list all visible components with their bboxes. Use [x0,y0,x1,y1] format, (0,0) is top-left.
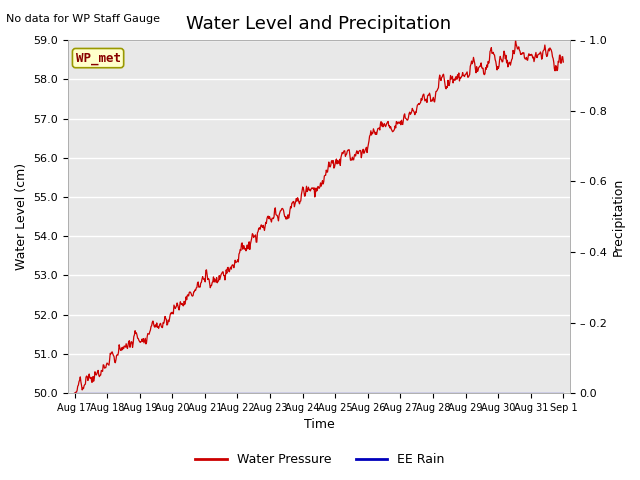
Y-axis label: Precipitation: Precipitation [612,178,625,256]
Text: WP_met: WP_met [76,52,120,65]
Legend: Water Pressure, EE Rain: Water Pressure, EE Rain [190,448,450,471]
X-axis label: Time: Time [303,419,334,432]
Y-axis label: Water Level (cm): Water Level (cm) [15,163,28,270]
Text: No data for WP Staff Gauge: No data for WP Staff Gauge [6,14,161,24]
Title: Water Level and Precipitation: Water Level and Precipitation [186,15,451,33]
